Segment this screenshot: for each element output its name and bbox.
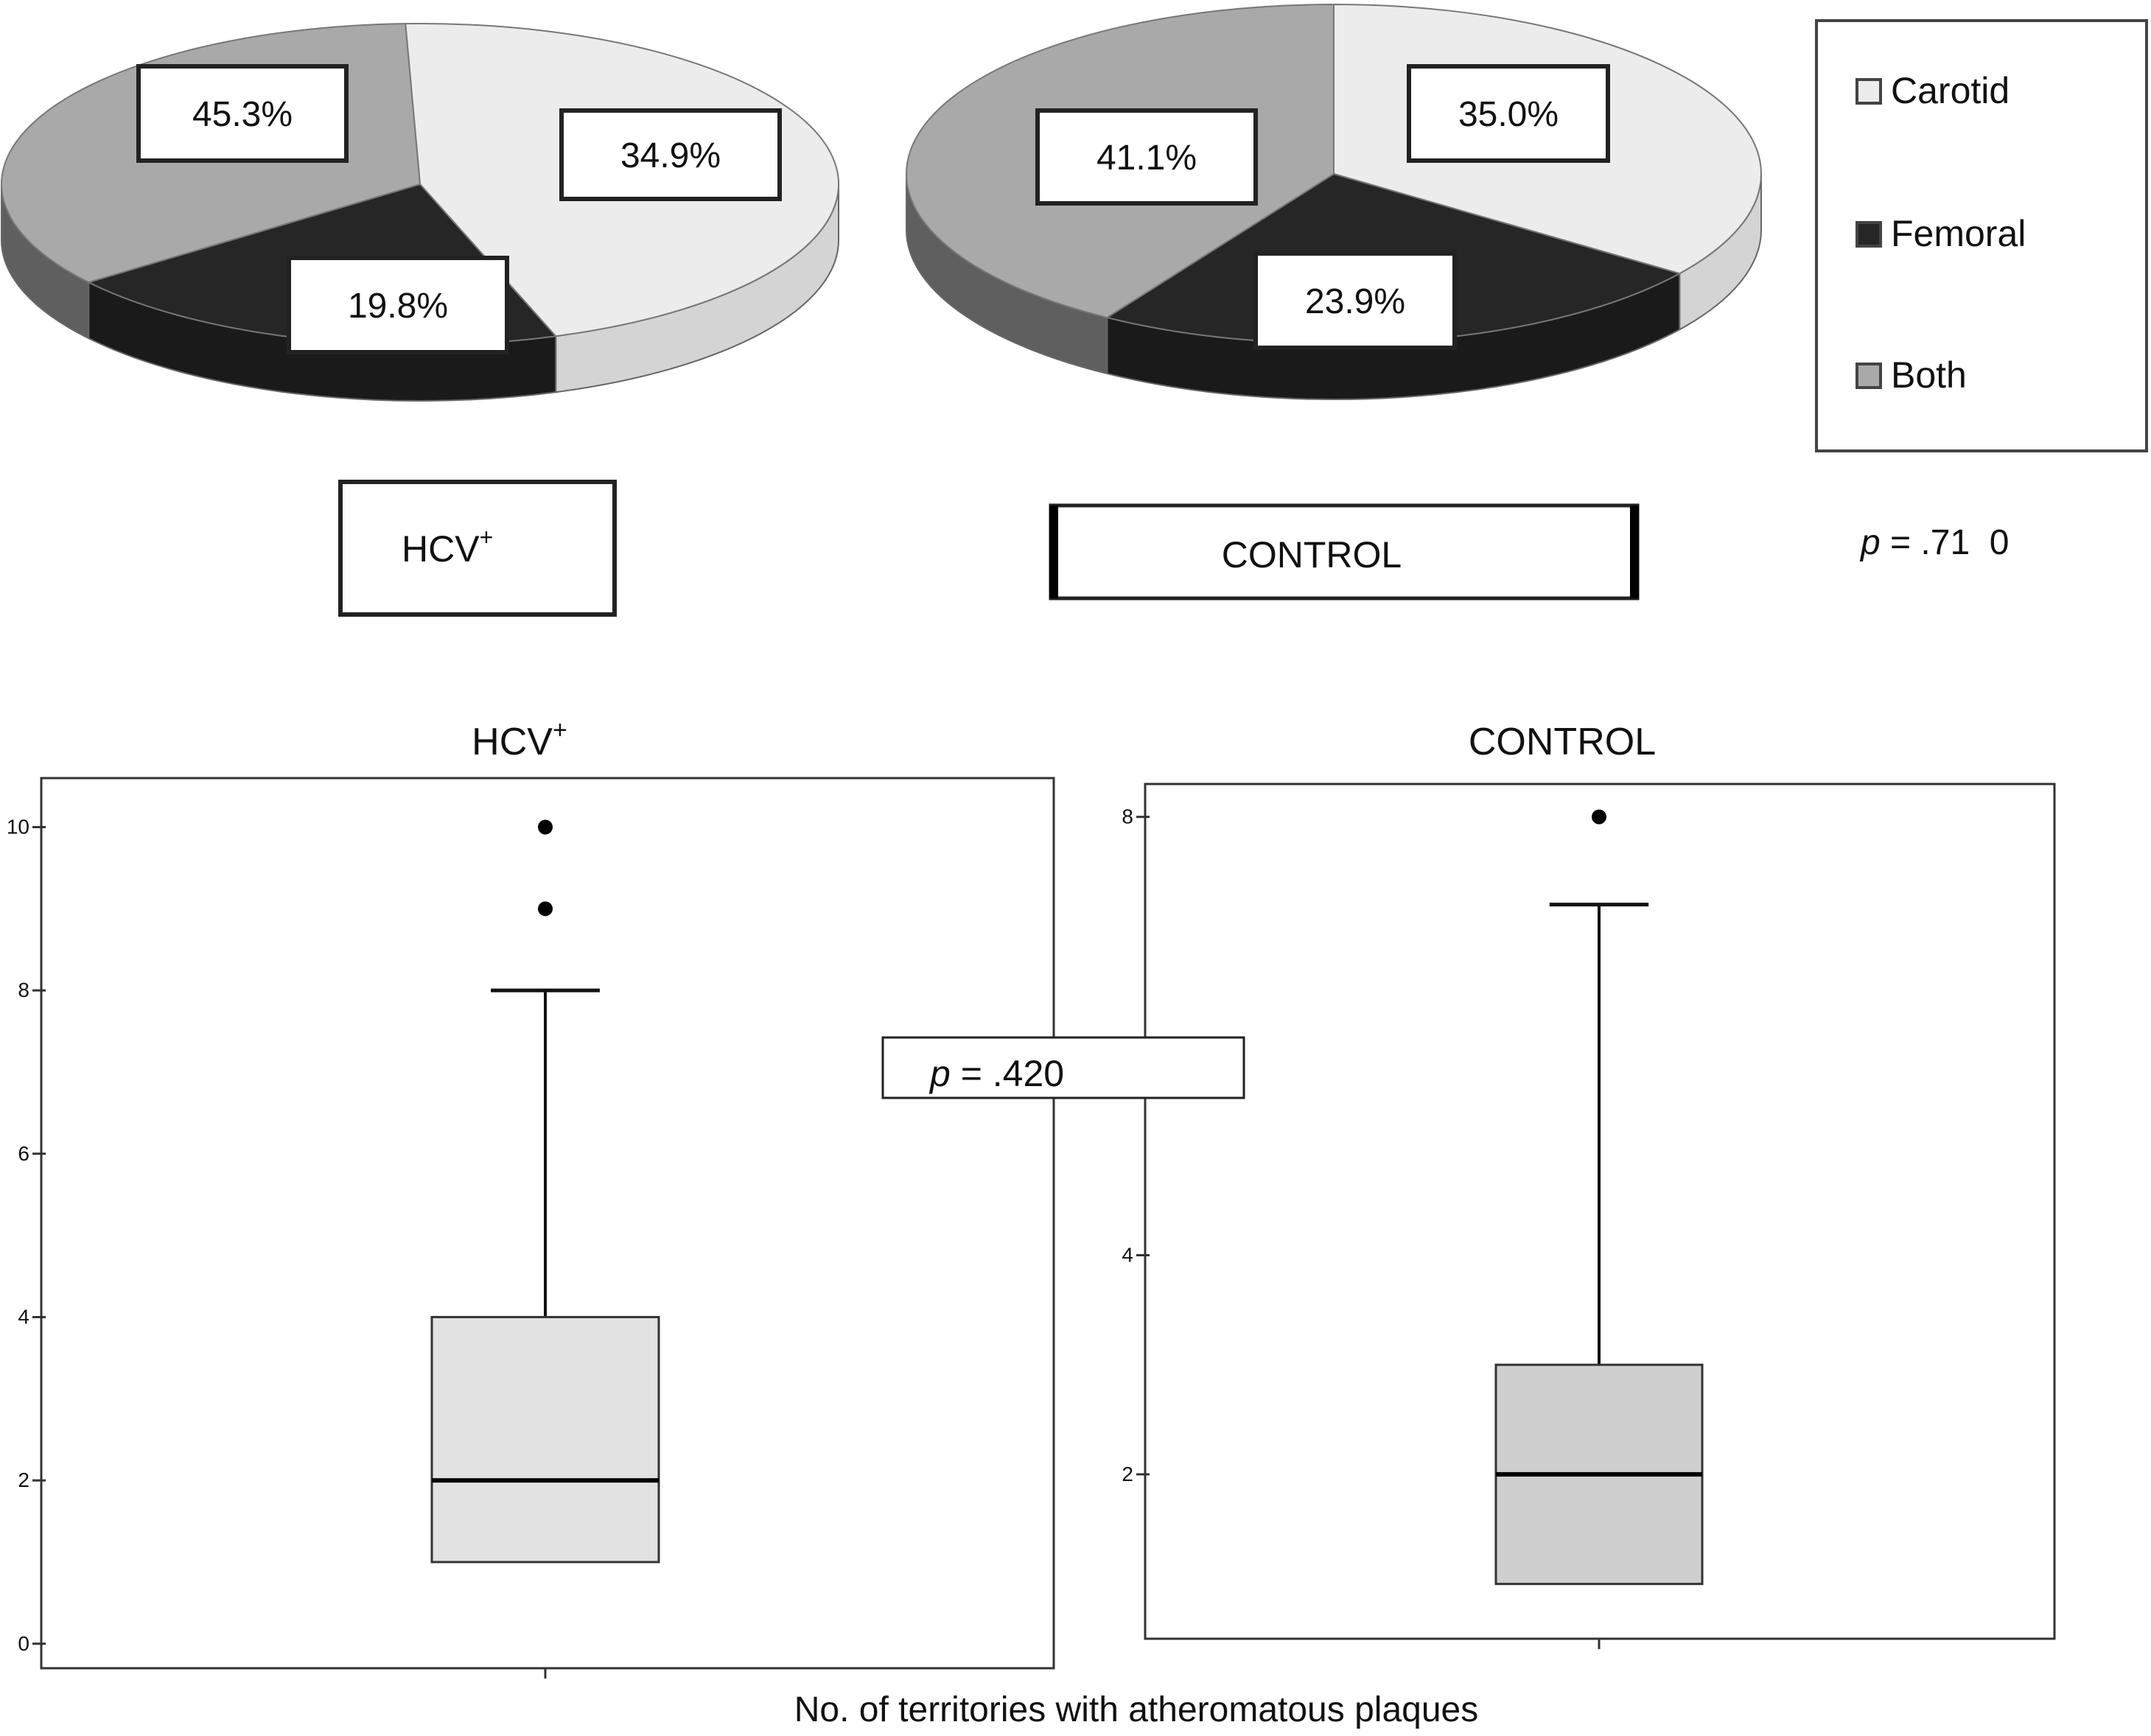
box-plot-control: 2 4 8 — [1122, 805, 1704, 1649]
box-p-value: p = .420 — [928, 1053, 1064, 1094]
pie-label-box-both — [559, 108, 782, 201]
pie-chart-control: 35.0% 23.9% 41.1% — [906, 3, 1762, 400]
legend-swatch-femoral — [1856, 221, 1882, 248]
pie-label-box-femoral — [1253, 251, 1457, 350]
box-p-value-box — [881, 1036, 1245, 1099]
pie-data-label-femoral: 23.9% — [1305, 282, 1405, 321]
y-tick-label-0: 0 — [18, 1632, 29, 1655]
y-tick-label-8: 8 — [1122, 805, 1133, 828]
group-label-hcv: HCV+ — [402, 524, 493, 570]
group-label-box-hcv — [338, 480, 617, 617]
pie-data-label-carotid: 35.0% — [1458, 95, 1559, 134]
iqr-box — [430, 1315, 660, 1564]
legend-label-both: Both — [1891, 354, 1967, 396]
y-tick-label-4: 4 — [1122, 1243, 1133, 1266]
pie-p-value: p = .71 0 — [1859, 523, 2010, 562]
legend-swatch-both — [1856, 363, 1882, 389]
pie-chart-hcv: 45.3% 19.8% 34.9% — [0, 23, 839, 402]
y-tick-label-2: 2 — [18, 1469, 29, 1491]
box-plot-hcv: 0 2 4 6 8 10 — [7, 815, 660, 1679]
x-axis-label: No. of territories with atheromatous pla… — [794, 1690, 1478, 1729]
box-title-hcv: HCV+ — [472, 716, 567, 763]
legend: Carotid Femoral Both — [1856, 70, 2026, 396]
legend-label-carotid: Carotid — [1891, 70, 2010, 111]
pie-label-box-carotid — [1407, 64, 1610, 163]
group-label-control: CONTROL — [1222, 534, 1402, 575]
pie-data-label-both: 34.9% — [620, 136, 721, 175]
y-tick-label-2: 2 — [1122, 1463, 1133, 1485]
y-tick-label-4: 4 — [18, 1305, 29, 1328]
legend-swatch-carotid — [1856, 78, 1882, 105]
outlier-point — [538, 901, 553, 917]
y-tick-label-10: 10 — [7, 815, 29, 838]
pie-data-label-carotid: 45.3% — [192, 95, 293, 134]
pie-label-box-femoral — [287, 256, 509, 354]
box-plot-frame-hcv — [40, 777, 1055, 1670]
pie-data-label-femoral: 19.8% — [348, 287, 448, 326]
y-tick-label-8: 8 — [18, 979, 29, 1001]
pie-label-box-both — [1035, 108, 1258, 206]
pie-data-label-both: 41.1% — [1097, 139, 1197, 178]
pie-label-box-carotid — [136, 64, 349, 163]
legend-label-femoral: Femoral — [1891, 213, 2026, 254]
box-title-control: CONTROL — [1469, 721, 1656, 763]
outlier-point — [538, 819, 553, 835]
outlier-point — [1592, 809, 1606, 825]
y-tick-label-6: 6 — [18, 1142, 29, 1165]
